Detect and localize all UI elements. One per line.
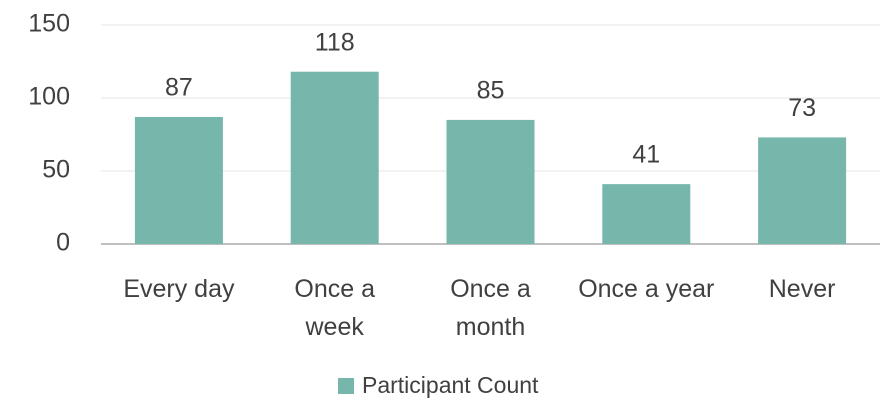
- x-tick-label: Once a month: [450, 275, 531, 341]
- data-label: 118: [315, 28, 355, 56]
- legend-swatch: [338, 378, 354, 394]
- bar: [602, 184, 691, 244]
- x-tick-label: Once a year: [578, 275, 714, 303]
- data-label: 41: [632, 141, 660, 169]
- y-tick-label: 100: [28, 83, 70, 111]
- y-tick-label: 150: [28, 10, 70, 38]
- data-label: 87: [165, 74, 193, 102]
- bar: [290, 71, 379, 244]
- y-tick-label: 50: [42, 156, 70, 184]
- bar: [134, 116, 223, 244]
- x-tick-label: Once a week: [294, 275, 375, 341]
- bar: [758, 137, 847, 244]
- data-label: 73: [788, 94, 816, 122]
- data-label: 85: [477, 77, 505, 105]
- x-tick-label: Never: [769, 275, 836, 303]
- legend-label: Participant Count: [362, 372, 539, 398]
- x-tick-label: Every day: [123, 275, 235, 303]
- y-tick-label: 0: [56, 229, 70, 257]
- bar: [446, 119, 535, 244]
